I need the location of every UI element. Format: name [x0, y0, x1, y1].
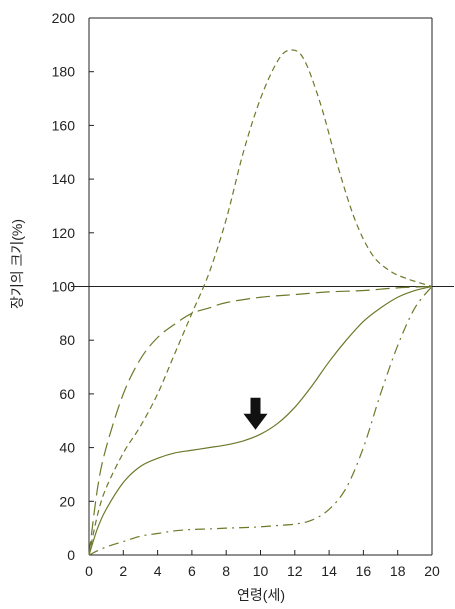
series-line-solid — [88, 285, 433, 556]
plot-frame — [71, 17, 454, 556]
x-tick-label: 10 — [253, 563, 269, 579]
y-tick-label: 120 — [52, 225, 76, 241]
y-tick-label: 200 — [52, 10, 76, 26]
series-line-long-dash — [88, 285, 433, 556]
x-tick-label: 16 — [356, 563, 372, 579]
y-tick-label: 0 — [67, 547, 75, 563]
x-tick-label: 12 — [287, 563, 303, 579]
arrow-down-icon — [243, 397, 268, 430]
y-tick-label: 60 — [59, 386, 75, 402]
y-tick-label: 20 — [59, 493, 75, 509]
y-tick-label: 160 — [52, 117, 76, 133]
x-tick-label: 14 — [321, 563, 337, 579]
y-axis: 0 20 40 60 80 100 120 140 160 180 200 — [52, 10, 94, 563]
series-layer — [88, 49, 433, 556]
y-tick-label: 140 — [52, 171, 76, 187]
series-line-short-dash — [88, 49, 433, 556]
y-tick-label: 180 — [52, 64, 76, 80]
x-tick-label: 6 — [188, 563, 196, 579]
annotation-layer — [243, 397, 268, 430]
y-tick-label: 40 — [59, 440, 75, 456]
x-tick-label: 20 — [424, 563, 440, 579]
x-tick-label: 18 — [390, 563, 406, 579]
y-tick-label: 80 — [59, 332, 75, 348]
series-line-dash-dot — [88, 286, 433, 556]
x-tick-label: 4 — [154, 563, 162, 579]
y-tick-label: 100 — [52, 279, 76, 295]
x-tick-label: 8 — [222, 563, 230, 579]
y-axis-label: 장기의 크기(%) — [9, 219, 25, 309]
x-axis-label: 연령(세) — [237, 587, 285, 603]
x-tick-label: 0 — [85, 563, 93, 579]
x-axis: 0 2 4 6 8 10 12 14 16 18 20 — [85, 550, 440, 579]
x-tick-label: 2 — [119, 563, 127, 579]
